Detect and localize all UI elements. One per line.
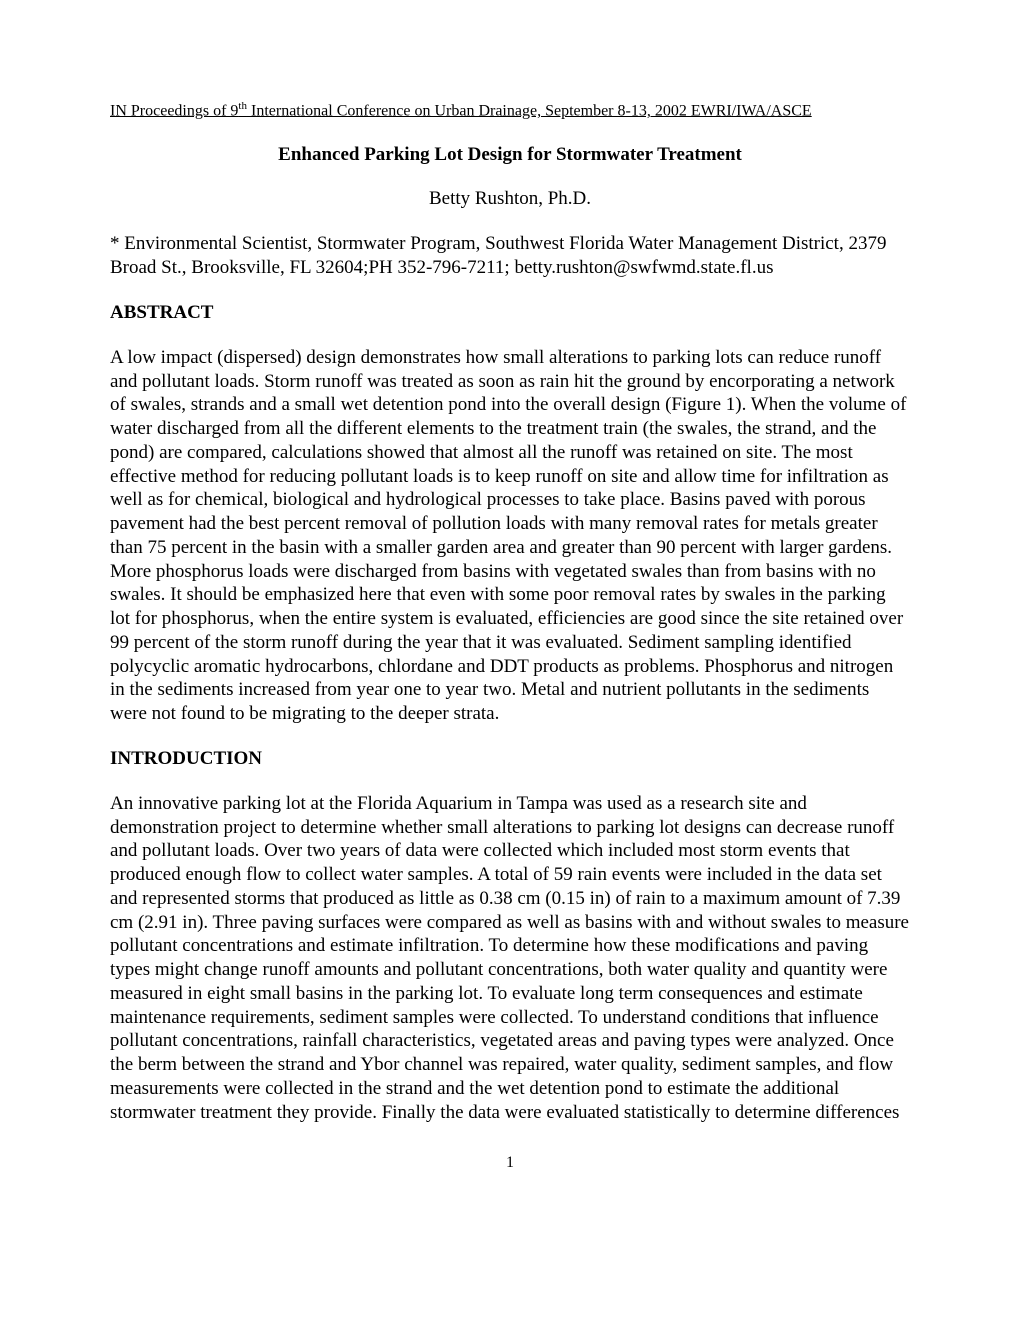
citation-suffix: International Conference on Urban Draina…: [247, 102, 812, 119]
document-page: IN Proceedings of 9th International Conf…: [0, 0, 1020, 1212]
citation-sup: th: [238, 100, 247, 112]
introduction-body: An innovative parking lot at the Florida…: [110, 792, 910, 1125]
page-number: 1: [110, 1154, 910, 1172]
author-name: Betty Rushton, Ph.D.: [110, 188, 910, 210]
abstract-heading: ABSTRACT: [110, 302, 910, 324]
citation-line: IN Proceedings of 9th International Conf…: [110, 100, 910, 120]
paper-title: Enhanced Parking Lot Design for Stormwat…: [110, 144, 910, 166]
introduction-heading: INTRODUCTION: [110, 748, 910, 770]
citation-prefix: IN Proceedings of 9: [110, 102, 238, 119]
author-affiliation: * Environmental Scientist, Stormwater Pr…: [110, 232, 910, 280]
abstract-body: A low impact (dispersed) design demonstr…: [110, 346, 910, 726]
